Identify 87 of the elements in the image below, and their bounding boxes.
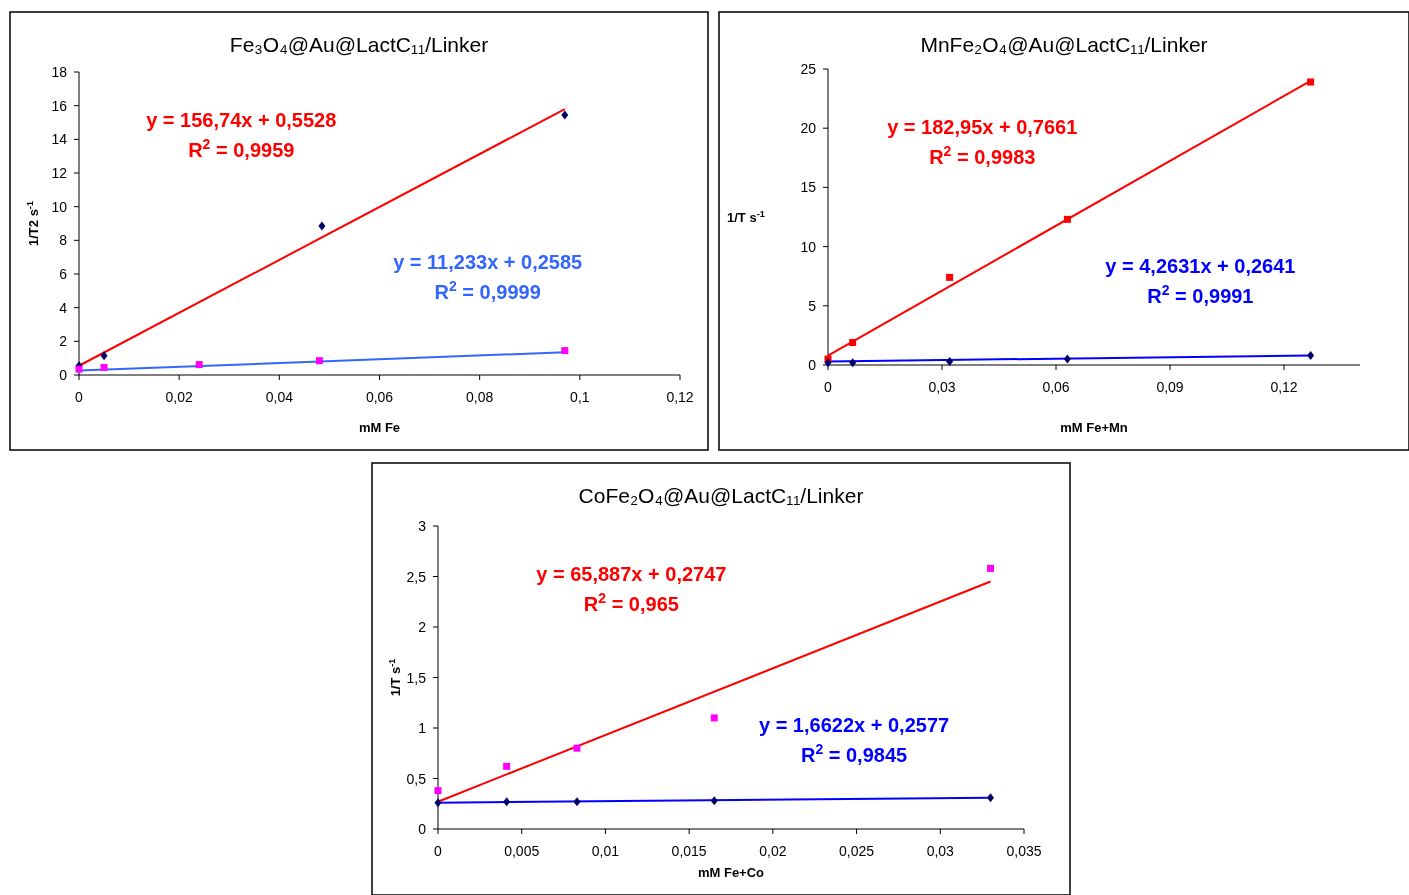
point — [318, 221, 326, 231]
y-tick-label: 6 — [59, 266, 68, 282]
y-tick-label: 10 — [51, 198, 68, 215]
point — [946, 273, 954, 281]
x-tick-label: 0,01 — [591, 843, 620, 859]
x-tick-label: 0,02 — [165, 389, 193, 405]
point — [561, 347, 569, 355]
annotation: y = 4,2631x + 0,2641 — [1105, 255, 1296, 278]
point — [315, 357, 323, 365]
annotation: y = 156,74x + 0,5528 — [146, 108, 337, 131]
y-axis-title: 1/T s$^{-1}$ — [727, 209, 765, 225]
x-tick-label: 0,02 — [759, 843, 787, 859]
point — [100, 363, 108, 371]
y-tick-label: 1 — [418, 720, 427, 736]
x-tick-label: 0,03 — [926, 843, 955, 859]
x-tick-label: 0 — [75, 389, 84, 405]
chart-title: Fe₃O₄@Au@LactC₁₁/Linker — [229, 33, 489, 56]
x-tick-label: 0,015 — [671, 843, 707, 859]
x-tick-label: 0 — [434, 843, 443, 859]
y-tick-label: 1,5 — [406, 669, 427, 686]
x-tick-label: 0,09 — [1156, 379, 1184, 395]
x-tick-label: 0,08 — [466, 389, 494, 405]
x-tick-label: 0,005 — [504, 843, 540, 859]
y-tick-label: 14 — [51, 131, 68, 148]
x-tick-label: 0,04 — [265, 389, 294, 405]
chart-title: MnFe₂O₄@Au@LactC₁₁/Linker — [920, 33, 1208, 56]
x-tick-label: 0,035 — [1006, 843, 1042, 859]
point — [434, 787, 442, 795]
y-tick-label: 10 — [800, 238, 817, 255]
x-tick-label: 0,1 — [570, 389, 590, 405]
annotation: y = 11,233x + 0,2585 — [393, 250, 583, 273]
point — [946, 356, 954, 366]
x-tick-label: 0,06 — [365, 389, 394, 405]
y-tick-label: 2,5 — [406, 568, 427, 585]
x-tick-label: 0,12 — [666, 389, 694, 405]
point — [710, 796, 718, 806]
point — [561, 110, 569, 120]
annotation: R$^{2}$ = 0,9959 — [188, 135, 295, 161]
y-tick-label: 15 — [800, 179, 817, 196]
y-tick-label: 0 — [418, 821, 427, 837]
y-tick-label: 0 — [808, 357, 817, 373]
point — [987, 564, 995, 572]
point — [710, 714, 718, 722]
point — [1307, 78, 1315, 86]
y-tick-label: 4 — [59, 299, 68, 316]
annotation: y = 1,6622x + 0,2577 — [758, 714, 950, 737]
y-tick-label: 16 — [51, 97, 68, 114]
x-tick-label: 0 — [824, 379, 833, 395]
y-tick-label: 0 — [59, 367, 68, 383]
annotation: R$^{2}$ = 0,9983 — [929, 142, 1036, 168]
y-tick-label: 0,5 — [406, 770, 427, 787]
point — [987, 793, 995, 803]
x-axis-title: mM Fe+Mn — [1060, 420, 1128, 435]
y-tick-label: 2 — [418, 619, 427, 635]
x-tick-label: 0,12 — [1270, 379, 1298, 395]
point — [1063, 354, 1071, 364]
annotation: R$^{2}$ = 0,9845 — [800, 741, 908, 767]
annotation: y = 182,95x + 0,7661 — [887, 116, 1078, 139]
point — [573, 797, 581, 807]
y-tick-label: 25 — [800, 61, 817, 77]
point — [100, 351, 108, 361]
x-tick-label: 0,03 — [928, 379, 956, 395]
x-axis-title: mM Fe+Co — [697, 865, 765, 880]
annotation: R$^{2}$ = 0,9991 — [1147, 281, 1254, 307]
point — [434, 798, 442, 808]
y-tick-label: 8 — [59, 232, 68, 249]
annotation: y = 65,887x + 0,2747 — [536, 562, 727, 585]
point — [849, 339, 857, 346]
point — [503, 797, 511, 807]
point — [849, 358, 857, 368]
y-tick-label: 3 — [418, 518, 427, 534]
x-tick-label: 0,06 — [1042, 379, 1070, 395]
y-tick-label: 5 — [808, 297, 817, 314]
point — [195, 361, 203, 369]
x-tick-label: 0,025 — [839, 843, 875, 859]
point — [1063, 215, 1071, 223]
point — [573, 744, 581, 752]
annotation: R$^{2}$ = 0,965 — [583, 589, 679, 615]
point — [1307, 351, 1315, 361]
y-tick-label: 12 — [51, 165, 68, 181]
point — [503, 762, 511, 770]
x-axis-title: mM Fe — [358, 420, 401, 435]
annotation: R$^{2}$ = 0,9999 — [434, 278, 541, 304]
chart-title: CoFe₂O₄@Au@LactC₁₁/Linker — [578, 484, 864, 507]
y-tick-label: 18 — [51, 64, 68, 80]
y-tick-label: 2 — [59, 333, 68, 350]
y-tick-label: 20 — [800, 120, 817, 137]
